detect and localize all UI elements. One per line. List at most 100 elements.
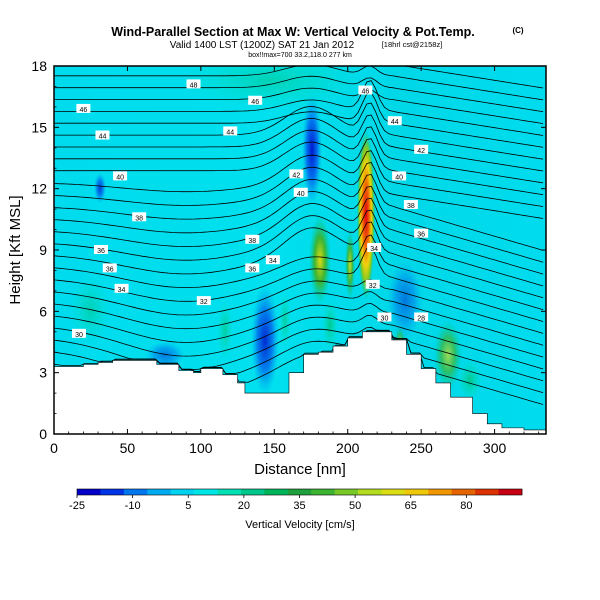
x-axis: 0 50 100 150 200 250 300 <box>50 66 540 456</box>
theta-label: 48 <box>190 82 198 89</box>
x-tick-label: 300 <box>483 440 507 456</box>
theta-label: 44 <box>226 129 234 136</box>
colorbar <box>76 488 523 496</box>
y-tick-label: 15 <box>31 119 47 135</box>
colorbar-tick-label: 35 <box>293 500 305 512</box>
colorbar-swatch <box>311 489 335 495</box>
theta-label-bg <box>265 255 280 265</box>
colorbar-tick-label: -25 <box>69 500 85 512</box>
theta-label-bg <box>414 228 429 238</box>
colorbar-swatch <box>404 489 429 495</box>
x-axis-label: Distance [nm] <box>254 461 346 478</box>
theta-label: 30 <box>381 315 389 322</box>
theta-contour <box>54 234 544 311</box>
y-tick-label: 9 <box>39 242 47 258</box>
theta-label-bg <box>71 328 86 338</box>
theta-label-bg <box>392 171 407 181</box>
theta-contour <box>54 150 544 207</box>
x-tick-label: 50 <box>120 440 136 456</box>
theta-label: 38 <box>248 238 256 245</box>
colorbar-swatch <box>100 489 125 495</box>
colorbar-tick-label: 5 <box>185 500 191 512</box>
colorbar-label: Vertical Velocity [cm/s] <box>245 519 354 531</box>
theta-label: 34 <box>269 258 277 265</box>
theta-label: 44 <box>391 119 399 126</box>
theta-label: 32 <box>369 283 377 290</box>
terrain <box>54 331 546 434</box>
chart-subtitle: Valid 1400 LST (1200Z) SAT 21 Jan 2012 <box>170 40 355 51</box>
theta-label: 38 <box>135 215 143 222</box>
x-tick-label: 200 <box>336 440 360 456</box>
theta-label: 36 <box>417 232 425 239</box>
colorbar-tick-label: -10 <box>125 500 141 512</box>
theta-contour <box>54 91 544 148</box>
theta-label-bg <box>95 130 110 140</box>
theta-label-bg <box>248 95 263 105</box>
theta-label: 46 <box>361 89 369 96</box>
colorbar-swatch <box>240 489 265 495</box>
y-tick-label: 3 <box>39 365 47 381</box>
theta-label: 40 <box>297 191 305 198</box>
chart-title-unit: (C) <box>512 26 523 35</box>
chart-subtitle-line2: box!!max=700 33.2,118.0 277 km <box>248 52 352 59</box>
theta-label: 42 <box>417 148 425 155</box>
theta-label-bg <box>245 263 260 273</box>
colorbar-ticks: -25 -10 5 20 35 50 65 80 <box>69 495 473 512</box>
y-axis-label: Height [Kft MSL] <box>7 195 24 304</box>
y-tick-label: 18 <box>31 58 47 74</box>
theta-label-bg <box>293 187 308 197</box>
y-tick-label: 6 <box>39 303 47 319</box>
colorbar-swatch <box>428 489 453 495</box>
updraft-core <box>357 130 375 300</box>
theta-contour <box>54 197 544 275</box>
theta-label-bg <box>186 79 201 89</box>
theta-label: 46 <box>79 107 87 114</box>
theta-label: 34 <box>118 287 126 294</box>
theta-label-bg <box>289 169 304 179</box>
colorbar-swatch <box>334 489 359 495</box>
theta-label-bg <box>93 245 108 254</box>
colorbar-swatch <box>264 489 289 495</box>
theta-contours <box>54 66 544 405</box>
theta-contour <box>54 126 544 184</box>
theta-contour <box>54 138 544 196</box>
colorbar-swatch <box>194 489 218 495</box>
theta-contour <box>54 221 544 299</box>
colorbar-swatch <box>358 489 382 495</box>
colorbar-swatch <box>77 489 101 495</box>
theta-label: 36 <box>248 266 256 273</box>
theta-label-bg <box>132 212 147 222</box>
x-tick-label: 250 <box>409 440 433 456</box>
theta-label-bg <box>414 312 429 322</box>
theta-label: 36 <box>106 266 114 273</box>
theta-contour <box>402 66 544 89</box>
theta-label: 40 <box>395 174 403 181</box>
x-tick-label: 150 <box>263 440 287 456</box>
theta-label-bg <box>414 144 429 154</box>
theta-label: 38 <box>407 203 415 210</box>
theta-label: 32 <box>200 299 208 306</box>
theta-label: 42 <box>292 172 300 179</box>
theta-labels: 48 46 46 46 44 44 44 42 42 40 40 40 38 38 38 36 36 36 36 34… <box>71 79 429 339</box>
theta-contour <box>54 326 544 382</box>
theta-contour <box>54 246 544 322</box>
colorbar-swatch <box>217 489 242 495</box>
theta-contour <box>54 291 544 346</box>
theta-label-bg <box>403 200 418 210</box>
colorbar-tick-label: 65 <box>405 500 417 512</box>
velocity-field: 48 46 46 46 44 44 44 42 42 40 40 40 38 38 38 36 36 36 36 34… <box>54 66 546 434</box>
theta-label-bg <box>223 126 238 136</box>
colorbar-swatch <box>170 489 195 495</box>
theta-label: 40 <box>116 174 124 181</box>
theta-label-bg <box>358 85 373 95</box>
colorbar-swatch <box>451 489 476 495</box>
theta-contour <box>54 66 544 101</box>
theta-label-bg <box>367 242 382 252</box>
theta-contour <box>54 209 544 287</box>
theta-label: 36 <box>97 248 105 255</box>
colorbar-tick-label: 80 <box>460 500 472 512</box>
theta-label-bg <box>365 279 380 289</box>
colorbar-swatch <box>475 489 499 495</box>
theta-contour <box>54 80 544 136</box>
